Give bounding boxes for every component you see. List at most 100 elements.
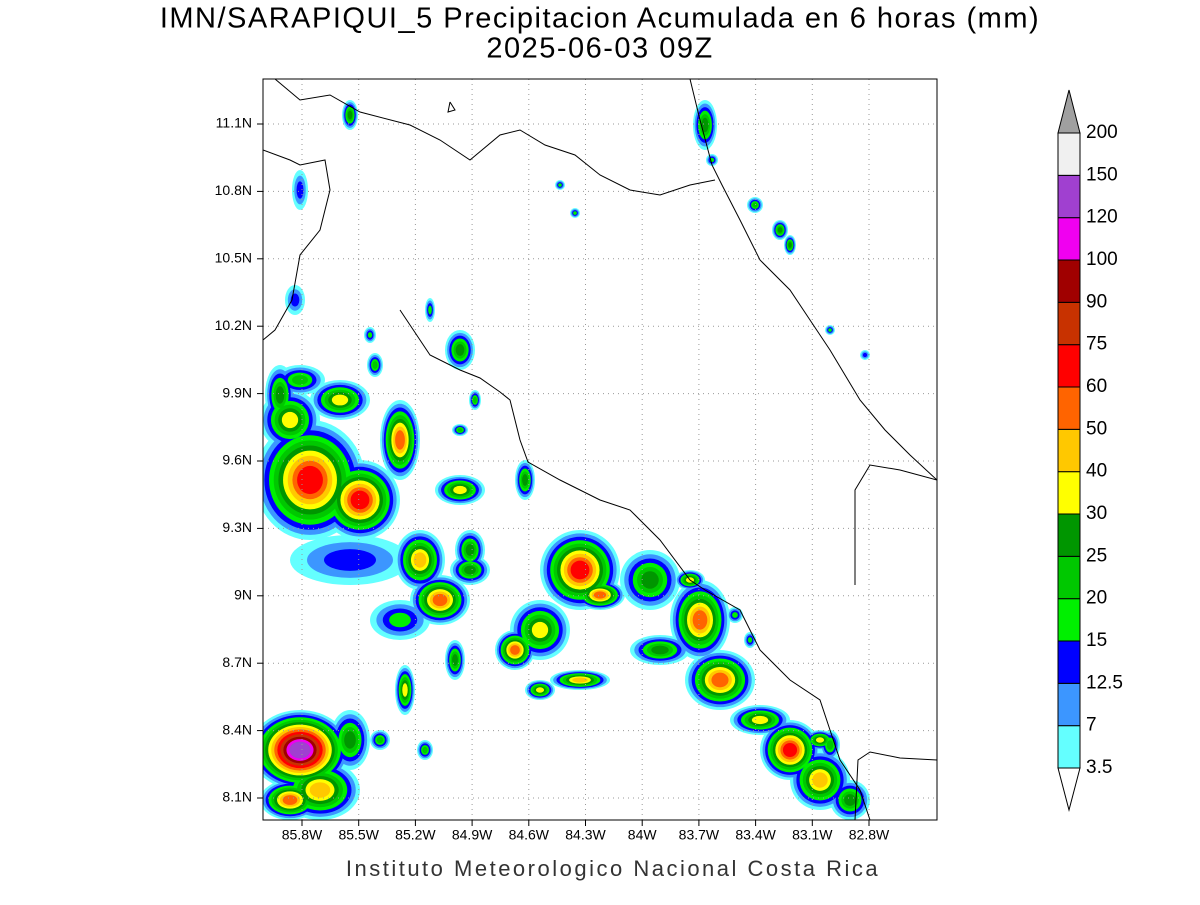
colorbar-label: 40 [1086, 461, 1107, 482]
precip-contour [453, 485, 467, 495]
precip-field [263, 100, 870, 820]
precip-contour [570, 560, 590, 580]
precip-contour [692, 610, 708, 630]
colorbar-label: 3.5 [1086, 757, 1112, 778]
lat-label: 8.4N [222, 721, 252, 737]
colorbar-box [1057, 259, 1081, 303]
precip-contour [752, 202, 758, 208]
precip-contour [289, 741, 311, 759]
precip-contour [844, 794, 856, 806]
colorbar-label: 150 [1086, 164, 1118, 185]
lat-label: 10.2N [215, 317, 252, 333]
colorbar-box [1057, 428, 1081, 473]
lon-label: 83.1W [792, 827, 833, 843]
title: IMN/SARAPIQUI_5 Precipitacion Acumulada … [160, 3, 1040, 35]
precip-contour [522, 474, 528, 486]
colorbar-label: 20 [1086, 588, 1107, 609]
lat-label: 9.6N [222, 452, 252, 468]
precip-contour [711, 672, 729, 688]
precip-contour [347, 110, 353, 120]
colorbar-box [1057, 640, 1081, 684]
colorbar-label: 50 [1086, 418, 1107, 439]
precip-contour [422, 746, 428, 754]
lat-label: 9.3N [222, 519, 252, 535]
precip-contour [292, 375, 308, 385]
precip-contour [457, 428, 463, 432]
precip-contour [281, 411, 299, 429]
precip-contour [428, 305, 432, 315]
footer-credit: Instituto Meteorologico Nacional Costa R… [346, 856, 880, 881]
precip-contour [402, 683, 408, 697]
grid: 11.1N 10.8N 10.5N 10.2N 9.9N 9.6N 9.3N 9N 8.7N 8.… [215, 79, 937, 843]
precip-contour [862, 352, 868, 358]
lat-label: 9N [234, 587, 252, 603]
lon-label: 82.8W [849, 827, 890, 843]
precip-contour [367, 332, 373, 338]
colorbar-box [1057, 513, 1081, 557]
lon-label: 85.5W [338, 827, 379, 843]
lon-label: 85.2W [395, 827, 436, 843]
colorbar-label: 12.5 [1086, 672, 1123, 693]
precip-contour [331, 394, 349, 406]
precip-contour [558, 183, 562, 187]
precip-contour [464, 565, 476, 575]
colorbar-label: 120 [1086, 207, 1118, 228]
lat-label: 10.5N [215, 250, 252, 266]
precip-contour [275, 386, 285, 404]
colorbar-label: 7 [1086, 715, 1097, 736]
colorbar-box [1057, 344, 1081, 388]
colorbar-box [1057, 386, 1081, 430]
colorbar-label: 30 [1086, 503, 1107, 524]
precip-contour [395, 430, 405, 450]
precip-contour [309, 782, 331, 798]
precip-contour [573, 211, 577, 215]
lon-label: 84.9W [452, 827, 493, 843]
colorbar-box [1057, 682, 1081, 727]
precip-contour [376, 736, 384, 744]
colorbar-box [1057, 301, 1081, 346]
colorbar-label: 200 [1086, 122, 1118, 143]
colorbar-label: 25 [1086, 545, 1107, 566]
precip-contour [297, 465, 323, 495]
colorbar-box [1057, 598, 1081, 642]
precip-contour [701, 117, 709, 133]
precip-contour [751, 715, 769, 725]
precip-contour [473, 396, 477, 404]
precip-contour [572, 677, 588, 683]
lon-label: 83.4W [735, 827, 776, 843]
colorbar-label: 90 [1086, 291, 1107, 312]
precip-contour [510, 645, 520, 655]
precip-contour [465, 544, 475, 556]
precip-contour [344, 731, 356, 749]
precip-contour [413, 552, 427, 568]
lon-label: 84.3W [565, 827, 606, 843]
lon-label: 83.7W [679, 827, 720, 843]
precip-contour [815, 737, 825, 743]
colorbar-box [1057, 174, 1081, 219]
coastlines [263, 79, 937, 820]
precip-contour [432, 593, 448, 607]
colorbar-label: 100 [1086, 249, 1118, 270]
precip-contour [324, 549, 376, 571]
lat-label: 11.1N [216, 115, 252, 131]
lon-label: 84W [628, 827, 658, 843]
lat-label: 8.7N [222, 654, 252, 670]
lat-label: 9.9N [222, 384, 252, 400]
precip-contour [782, 742, 798, 758]
lon-label: 84.6W [509, 827, 550, 843]
subtitle: 2025-06-03 09Z [486, 33, 713, 65]
precip-contour [593, 591, 607, 599]
colorbar-label: 60 [1086, 376, 1107, 397]
precip-contour [282, 795, 298, 805]
precip-contour [350, 490, 370, 510]
lat-label: 8.1N [222, 789, 252, 805]
map-frame [262, 78, 938, 821]
precip-contour [641, 571, 659, 589]
colorbar-box [1057, 725, 1081, 769]
precip-contour [389, 612, 411, 628]
precip-contour [732, 612, 738, 618]
colorbar-over [1057, 89, 1081, 134]
precip-contour [535, 687, 545, 693]
colorbar-under [1057, 767, 1081, 812]
colorbar: 3.5 7 12.5 15 20 25 30 40 50 60 75 90 100 120 150 200 [1057, 89, 1123, 812]
